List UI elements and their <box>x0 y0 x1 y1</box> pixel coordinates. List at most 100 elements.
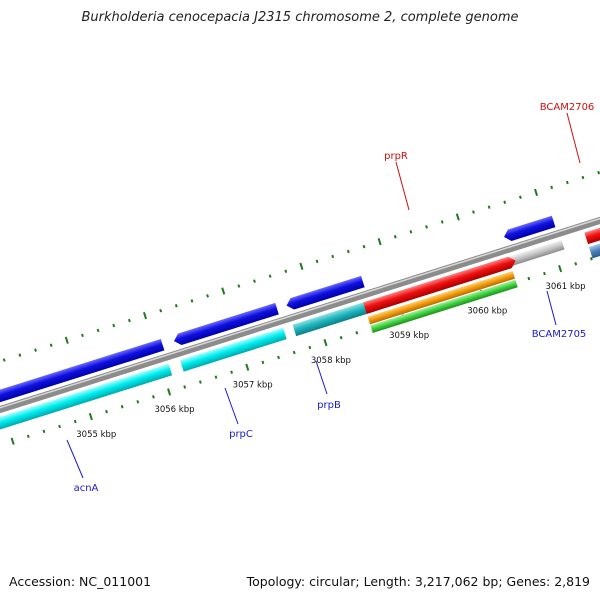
forward-major-tick <box>455 213 460 221</box>
gene-BCAM2705-gray-feature[interactable] <box>508 239 565 267</box>
forward-minor-tick <box>112 323 116 328</box>
scale-label-group: 3059 kbp <box>389 331 429 341</box>
reverse-minor-tick <box>26 434 30 439</box>
accession-text: Accession: NC_011001 <box>9 574 152 589</box>
forward-minor-tick <box>362 244 366 249</box>
forward-minor-tick <box>2 358 6 362</box>
reverse-minor-tick <box>261 360 265 365</box>
reverse-minor-tick <box>589 257 593 261</box>
reverse-minor-tick <box>58 424 61 429</box>
prpR-orange-feature[interactable] <box>367 271 516 325</box>
forward-minor-tick <box>597 170 600 175</box>
reverse-minor-tick <box>183 385 187 389</box>
forward-minor-tick <box>550 185 554 190</box>
genome-summary-text: Topology: circular; Length: 3,217,062 bp… <box>246 574 590 589</box>
reverse-minor-tick <box>152 395 155 399</box>
forward-major-tick <box>221 287 226 295</box>
scale-label: 3055 kbp <box>76 430 116 440</box>
scale-label-group: 3055 kbp <box>76 430 116 440</box>
forward-minor-tick <box>284 269 288 273</box>
reverse-major-tick <box>558 265 563 273</box>
forward-minor-tick <box>159 308 163 313</box>
forward-minor-tick <box>518 195 522 200</box>
gene-label-BCAM2706[interactable]: BCAM2706 <box>540 102 595 113</box>
gene-prpC[interactable] <box>172 302 279 347</box>
reverse-minor-tick <box>105 409 108 414</box>
forward-minor-tick <box>487 205 491 209</box>
forward-minor-tick <box>565 180 569 185</box>
gene-prpC-reverse-feature[interactable] <box>180 327 287 372</box>
gene-label-prpR[interactable]: prpR <box>384 151 408 162</box>
reverse-minor-tick <box>230 370 234 374</box>
gene-prpB[interactable] <box>285 275 365 312</box>
reverse-minor-tick <box>73 419 77 424</box>
gene-BCAM2706[interactable] <box>584 189 600 245</box>
reverse-minor-tick <box>355 331 359 335</box>
forward-tick-marks <box>2 170 600 362</box>
forward-major-tick <box>299 262 304 270</box>
forward-minor-tick <box>81 333 84 338</box>
reverse-minor-tick <box>277 355 280 360</box>
scale-label-group: 3060 kbp <box>467 306 507 316</box>
gene-label-BCAM2705[interactable]: BCAM2705 <box>532 329 587 340</box>
forward-minor-tick <box>440 220 444 224</box>
forward-minor-tick <box>190 299 194 303</box>
scale-label: 3061 kbp <box>545 282 585 292</box>
forward-minor-tick <box>34 348 37 352</box>
reverse-minor-tick <box>574 261 578 266</box>
label-line-BCAM2705 <box>546 290 557 326</box>
gene-BCAM2705[interactable] <box>502 215 556 243</box>
forward-minor-tick <box>96 328 100 333</box>
reverse-minor-tick <box>543 271 546 276</box>
map-track-group: 3055 kbp 3056 kbp 3057 kbp 3058 kbp 3059 kbp… <box>0 170 600 466</box>
forward-minor-tick <box>472 210 475 214</box>
gene-prpB-reverse-feature[interactable] <box>292 300 375 337</box>
gene-label-lines <box>66 112 581 479</box>
forward-minor-tick <box>393 234 397 239</box>
scale-label-group: 3056 kbp <box>154 405 194 415</box>
scale-label: 3059 kbp <box>389 331 429 341</box>
scale-label: 3056 kbp <box>154 405 194 415</box>
scale-label-group: 3058 kbp <box>311 356 351 366</box>
forward-minor-tick <box>253 279 256 283</box>
scale-label: 3058 kbp <box>311 356 351 366</box>
gene-acnA[interactable] <box>0 338 165 441</box>
forward-minor-tick <box>315 259 319 264</box>
forward-minor-tick <box>237 284 241 288</box>
reverse-minor-tick <box>214 375 218 379</box>
forward-minor-tick <box>18 353 22 357</box>
prpR-green-feature[interactable] <box>370 279 518 333</box>
forward-minor-tick <box>206 294 209 298</box>
label-line-BCAM2706 <box>566 112 581 164</box>
forward-major-tick <box>143 311 148 320</box>
forward-major-tick <box>534 188 539 196</box>
reverse-minor-tick <box>136 400 140 404</box>
forward-minor-tick <box>127 318 131 323</box>
reverse-minor-tick <box>308 345 312 350</box>
label-line-prpB <box>315 360 328 395</box>
gene-acnA-reverse-feature[interactable] <box>0 363 173 466</box>
forward-minor-tick <box>331 254 335 259</box>
forward-major-tick <box>377 238 382 246</box>
reverse-major-tick <box>167 388 172 396</box>
reverse-major-tick <box>88 412 93 421</box>
scale-label-group: 3057 kbp <box>233 380 273 390</box>
scale-label: 3060 kbp <box>467 306 507 316</box>
scale-label: 3057 kbp <box>233 380 273 390</box>
forward-minor-tick <box>425 225 428 229</box>
gene-prpR[interactable] <box>363 255 517 314</box>
gene-label-prpB[interactable]: prpB <box>317 400 341 411</box>
forward-minor-tick <box>268 274 272 278</box>
forward-minor-tick <box>346 249 350 254</box>
gene-label-acnA[interactable]: acnA <box>74 483 99 494</box>
gene-label-prpC[interactable]: prpC <box>229 429 253 440</box>
reverse-minor-tick <box>120 404 124 409</box>
label-line-acnA <box>66 439 84 479</box>
forward-minor-tick <box>49 343 53 347</box>
reverse-minor-tick <box>198 380 202 384</box>
forward-minor-tick <box>409 230 413 234</box>
reverse-minor-tick <box>339 335 343 340</box>
forward-major-tick <box>64 336 69 344</box>
scale-label-group: 3061 kbp <box>545 282 585 292</box>
